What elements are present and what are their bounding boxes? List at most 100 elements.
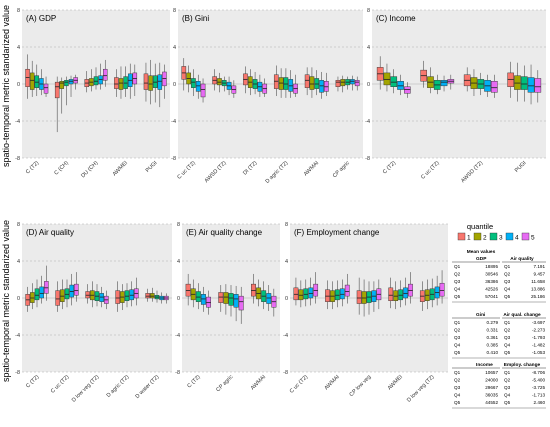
mean-row-label: Q4 bbox=[454, 287, 461, 292]
box-4 bbox=[200, 294, 206, 305]
mean-row-label: Q4 bbox=[454, 343, 461, 348]
y-tick-label: -4 bbox=[175, 333, 180, 339]
mean-row-label: Q3 bbox=[504, 279, 511, 284]
box-1 bbox=[115, 290, 120, 304]
box-group bbox=[419, 270, 445, 311]
box-3 bbox=[152, 75, 158, 88]
panel-gini: -8 -4 0 4 8 (B) Gini C uc (T2) AWSD (T2) DI (T2)… bbox=[171, 8, 363, 185]
box-group bbox=[145, 287, 169, 304]
box-1 bbox=[304, 74, 310, 88]
box-4 bbox=[339, 288, 345, 300]
legend-label-1: 1 bbox=[467, 235, 471, 242]
mean-row-value: 44552 bbox=[485, 400, 498, 405]
box-2 bbox=[393, 290, 399, 302]
mean-row-value: -3.697 bbox=[532, 320, 545, 325]
box-4 bbox=[99, 293, 104, 302]
y-axis-label-bottom: spatio-temporal metric standarized value bbox=[1, 220, 11, 382]
mean-row-value: 36035 bbox=[485, 393, 498, 398]
y-tick-label: 8 bbox=[17, 8, 20, 14]
box-1 bbox=[114, 77, 119, 89]
mean-row-value: 18895 bbox=[485, 264, 498, 269]
box-5 bbox=[491, 80, 498, 93]
box-1 bbox=[507, 72, 514, 88]
box-group bbox=[251, 273, 277, 317]
box-5 bbox=[404, 86, 411, 94]
legend-title: quantile bbox=[467, 222, 493, 231]
box-1 bbox=[185, 283, 191, 297]
box-4 bbox=[319, 80, 324, 93]
mean-row-value: 42526 bbox=[485, 287, 498, 292]
x-tick-label: D low veg (T2) bbox=[71, 374, 101, 404]
box-3 bbox=[303, 288, 309, 300]
mean-row-label: Q5 bbox=[454, 294, 461, 299]
box-4 bbox=[69, 284, 74, 298]
panel-air-quality-change: -8 -4 0 4 8 (E) Air quality change C (T2) CP ag… bbox=[175, 222, 280, 393]
x-tick-label: C (T2) bbox=[25, 160, 40, 175]
box-group bbox=[54, 74, 78, 133]
y-tick-label: -4 bbox=[365, 119, 370, 125]
mean-row-label: Q5 bbox=[504, 294, 511, 299]
y-tick-label: -8 bbox=[365, 156, 370, 162]
box-5 bbox=[200, 83, 206, 98]
box-3 bbox=[64, 80, 69, 87]
box-4 bbox=[350, 79, 355, 85]
mean-row-value: 7.191 bbox=[534, 264, 546, 269]
x-tick-label: CP agric bbox=[215, 374, 234, 393]
y-tick-label: 0 bbox=[17, 296, 20, 302]
mean-row-label: Q1 bbox=[454, 264, 461, 269]
x-tick-label: AWSD (T2) bbox=[204, 160, 228, 184]
x-tick-label: C (CH) bbox=[53, 160, 69, 176]
box-2 bbox=[148, 75, 153, 91]
panel-air-quality: -8 -4 0 4 8 (D) Air quality C (T2) C uc (T2) D l… bbox=[15, 222, 172, 404]
panel-title: (B) Gini bbox=[182, 14, 209, 23]
box-group bbox=[84, 59, 108, 93]
mean-row-value: 24000 bbox=[485, 378, 498, 383]
legend-swatch-4 bbox=[505, 232, 514, 241]
mean-row-value: -1.482 bbox=[532, 343, 545, 348]
panel-employment-change: -8 -4 0 4 8 (F) Employment change C uc (T2) AWM… bbox=[283, 222, 448, 404]
x-tick-label: C uc (T2) bbox=[50, 374, 71, 395]
mean-row-value: 29667 bbox=[485, 385, 498, 390]
legend-swatch-3 bbox=[489, 232, 498, 241]
y-axis-label-top: spatio-temporal metric standarized value bbox=[1, 5, 11, 167]
box-1 bbox=[85, 291, 90, 299]
box-5 bbox=[313, 283, 319, 297]
mean-row-label: Q2 bbox=[504, 328, 511, 333]
box-group bbox=[25, 54, 49, 99]
y-tick-label: -4 bbox=[171, 119, 176, 125]
y-tick-label: 0 bbox=[367, 82, 370, 88]
box-2 bbox=[383, 72, 391, 86]
box-1 bbox=[325, 289, 330, 302]
mean-block: Gini Air qual. change Q1 0.279 Q2 0.331 Q3 0.36… bbox=[452, 312, 546, 359]
mean-row-value: -5.400 bbox=[532, 378, 545, 383]
box-4 bbox=[266, 293, 272, 304]
y-tick-label: -8 bbox=[175, 370, 180, 376]
y-tick-label: 0 bbox=[173, 82, 176, 88]
x-tick-label: D agric (T2) bbox=[265, 160, 290, 185]
box-1 bbox=[54, 81, 60, 99]
box-group bbox=[143, 59, 167, 108]
box-4 bbox=[397, 80, 404, 90]
box-1 bbox=[25, 68, 30, 87]
mean-row-label: Q2 bbox=[454, 328, 461, 333]
y-tick-label: 4 bbox=[285, 259, 288, 265]
box-group bbox=[335, 75, 360, 93]
x-tick-label: D water (T2) bbox=[135, 374, 161, 400]
x-tick-label: C (T2) bbox=[186, 374, 201, 389]
mean-row-value: 0.361 bbox=[487, 335, 499, 340]
box-3 bbox=[390, 76, 398, 87]
box-4 bbox=[157, 74, 163, 90]
box-5 bbox=[344, 284, 350, 297]
box-group bbox=[85, 281, 109, 310]
mean-row-label: Q2 bbox=[504, 272, 511, 277]
box-3 bbox=[195, 291, 201, 302]
box-2 bbox=[30, 292, 35, 303]
x-tick-label: C uc (T2) bbox=[289, 374, 310, 395]
box-1 bbox=[55, 290, 60, 306]
mean-block: Income Employ. change Q1 10657 Q2 24000 Q3 2966… bbox=[452, 362, 546, 409]
mean-row-value: 0.331 bbox=[487, 328, 499, 333]
box-group bbox=[114, 63, 138, 99]
mean-row-label: Q5 bbox=[454, 400, 461, 405]
mean-row-value: -1.793 bbox=[532, 335, 545, 340]
box-1 bbox=[356, 290, 362, 304]
